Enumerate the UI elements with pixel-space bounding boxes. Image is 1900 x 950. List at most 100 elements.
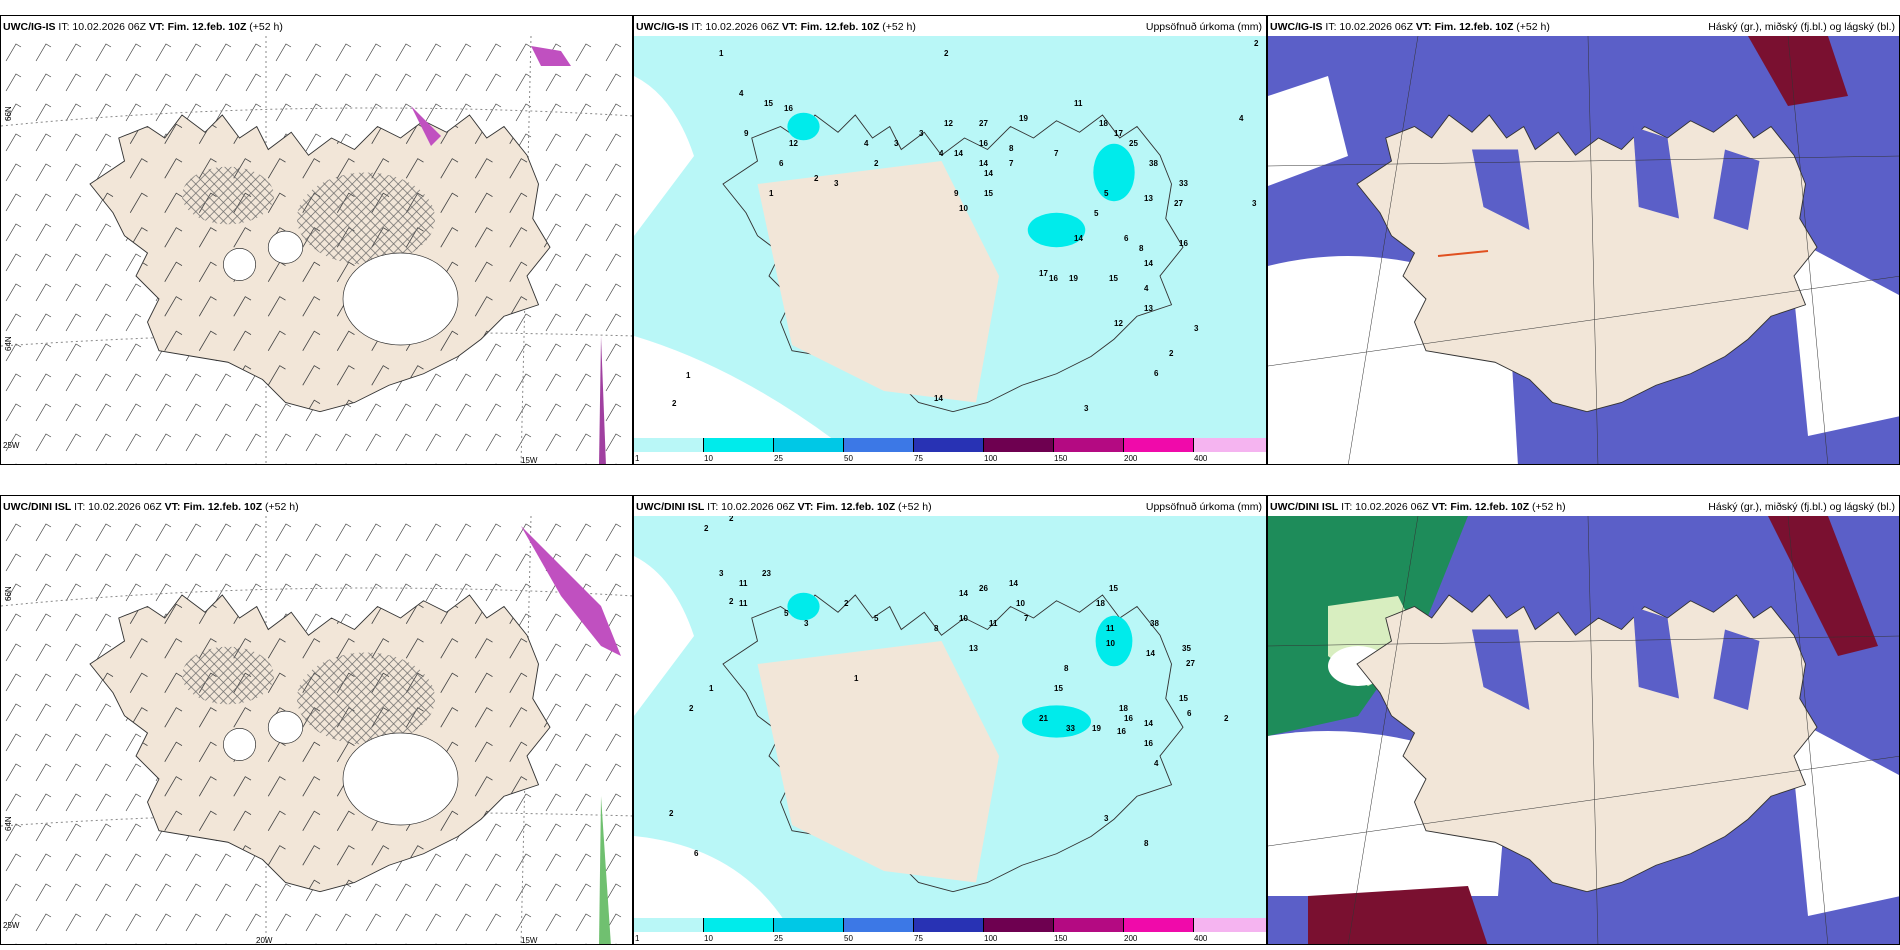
panel-title: UWC/IG-IS IT: 10.02.2026 06Z VT: Fim. 12… — [1270, 21, 1550, 33]
colorbar-swatch — [1124, 438, 1194, 452]
svg-text:2: 2 — [1169, 349, 1174, 358]
svg-text:33: 33 — [1179, 179, 1188, 188]
panel-clouds-dini: UWC/DINI ISL IT: 10.02.2026 06Z VT: Fim.… — [1267, 495, 1900, 945]
colorbar-tick: 75 — [914, 454, 923, 463]
panel-title: UWC/IG-IS IT: 10.02.2026 06Z VT: Fim. 12… — [636, 21, 916, 33]
svg-text:9: 9 — [744, 129, 749, 138]
colorbar-swatch — [1194, 438, 1266, 452]
svg-text:2: 2 — [729, 516, 734, 523]
svg-text:13: 13 — [1144, 194, 1153, 203]
panel-title: UWC/DINI ISL IT: 10.02.2026 06Z VT: Fim.… — [1270, 501, 1566, 513]
panel-legend-title: Uppsöfnuð úrkoma (mm) — [1145, 21, 1262, 33]
svg-text:10: 10 — [1106, 639, 1115, 648]
svg-text:2: 2 — [814, 174, 819, 183]
colorbar-swatch — [914, 918, 984, 932]
cloud-map — [1268, 516, 1899, 944]
svg-text:14: 14 — [1144, 259, 1153, 268]
svg-text:16: 16 — [1124, 714, 1133, 723]
colorbar-swatch — [1054, 918, 1124, 932]
svg-text:14: 14 — [934, 394, 943, 403]
svg-text:2: 2 — [1254, 39, 1259, 48]
svg-text:3: 3 — [719, 569, 724, 578]
svg-text:11: 11 — [1106, 624, 1115, 633]
svg-text:6: 6 — [1124, 234, 1129, 243]
svg-text:2: 2 — [672, 399, 677, 408]
svg-text:12: 12 — [944, 119, 953, 128]
panel-precip-dini: UWC/DINI ISL IT: 10.02.2026 06Z VT: Fim.… — [633, 495, 1267, 945]
svg-text:5: 5 — [1104, 189, 1109, 198]
svg-text:11: 11 — [739, 599, 748, 608]
colorbar-swatch — [634, 438, 704, 452]
lat-label: 64N — [4, 816, 13, 831]
colorbar-swatch — [1124, 918, 1194, 932]
colorbar-tick: 400 — [1194, 454, 1208, 463]
svg-text:3: 3 — [1104, 814, 1109, 823]
svg-text:27: 27 — [1186, 659, 1195, 668]
colorbar-tick: 50 — [844, 454, 853, 463]
svg-text:15: 15 — [1109, 274, 1118, 283]
svg-text:8: 8 — [1144, 839, 1149, 848]
colorbar: 1 10 25 50 75 100 150 200 400 — [634, 438, 1266, 464]
svg-text:6: 6 — [1154, 369, 1159, 378]
svg-text:2: 2 — [689, 704, 694, 713]
svg-text:5: 5 — [784, 609, 789, 618]
svg-text:10: 10 — [1016, 599, 1025, 608]
colorbar-swatch — [914, 438, 984, 452]
lon-label: 15W — [521, 456, 538, 465]
svg-text:35: 35 — [1182, 644, 1191, 653]
svg-text:38: 38 — [1149, 159, 1158, 168]
svg-text:19: 19 — [1019, 114, 1028, 123]
precip-map: 2 2 3 11 23 5 2 5 3 2 11 14 26 14 10 8 1… — [634, 516, 1266, 920]
svg-text:27: 27 — [979, 119, 988, 128]
svg-text:1: 1 — [686, 371, 691, 380]
svg-text:10: 10 — [959, 614, 968, 623]
svg-text:14: 14 — [1074, 234, 1083, 243]
colorbar-swatch — [984, 438, 1054, 452]
panel-title: UWC/IG-IS IT: 10.02.2026 06Z VT: Fim. 12… — [3, 21, 283, 33]
svg-text:3: 3 — [1194, 324, 1199, 333]
svg-text:15: 15 — [764, 99, 773, 108]
svg-text:8: 8 — [934, 624, 939, 633]
colorbar-tick: 100 — [984, 454, 998, 463]
svg-text:38: 38 — [1150, 619, 1159, 628]
colorbar: 1 10 25 50 75 100 150 200 400 — [634, 918, 1266, 944]
svg-text:16: 16 — [1049, 274, 1058, 283]
svg-text:2: 2 — [669, 809, 674, 818]
svg-text:2: 2 — [729, 597, 734, 606]
precip-values: 2 2 3 11 23 5 2 5 3 2 11 14 26 14 10 8 1… — [669, 516, 1229, 858]
panel-wind-dini: UWC/DINI ISL IT: 10.02.2026 06Z VT: Fim.… — [0, 495, 633, 945]
svg-text:1: 1 — [769, 189, 774, 198]
cloud-map — [1268, 36, 1899, 464]
svg-text:1: 1 — [709, 684, 714, 693]
colorbar-tick: 200 — [1124, 454, 1138, 463]
svg-text:11: 11 — [1074, 99, 1083, 108]
colorbar-swatch — [774, 918, 844, 932]
wind-map — [1, 36, 632, 464]
panel-legend-title: Háský (gr.), miðský (fj.bl.) og lágský (… — [1708, 501, 1895, 513]
svg-text:15: 15 — [1179, 694, 1188, 703]
svg-text:18: 18 — [1099, 119, 1108, 128]
svg-text:13: 13 — [969, 644, 978, 653]
lat-label: 66N — [4, 106, 13, 121]
svg-text:26: 26 — [979, 584, 988, 593]
colorbar-tick: 100 — [984, 934, 998, 943]
svg-text:14: 14 — [954, 149, 963, 158]
svg-text:15: 15 — [1109, 584, 1118, 593]
svg-text:23: 23 — [762, 569, 771, 578]
svg-text:4: 4 — [1144, 284, 1149, 293]
svg-text:8: 8 — [1064, 664, 1069, 673]
svg-text:12: 12 — [1114, 319, 1123, 328]
colorbar-tick: 200 — [1124, 934, 1138, 943]
svg-text:15: 15 — [984, 189, 993, 198]
svg-text:21: 21 — [1039, 714, 1048, 723]
colorbar-tick: 10 — [704, 454, 713, 463]
svg-text:27: 27 — [1174, 199, 1183, 208]
svg-text:7: 7 — [1024, 614, 1029, 623]
precip-map: 1 4 15 16 12 9 6 3 4 2 2 3 3 12 27 14 19… — [634, 36, 1266, 440]
svg-text:25: 25 — [1129, 139, 1138, 148]
svg-text:16: 16 — [784, 104, 793, 113]
colorbar-tick: 150 — [1054, 934, 1068, 943]
colorbar-tick: 400 — [1194, 934, 1208, 943]
svg-text:3: 3 — [1252, 199, 1257, 208]
panel-title: UWC/DINI ISL IT: 10.02.2026 06Z VT: Fim.… — [3, 501, 299, 513]
